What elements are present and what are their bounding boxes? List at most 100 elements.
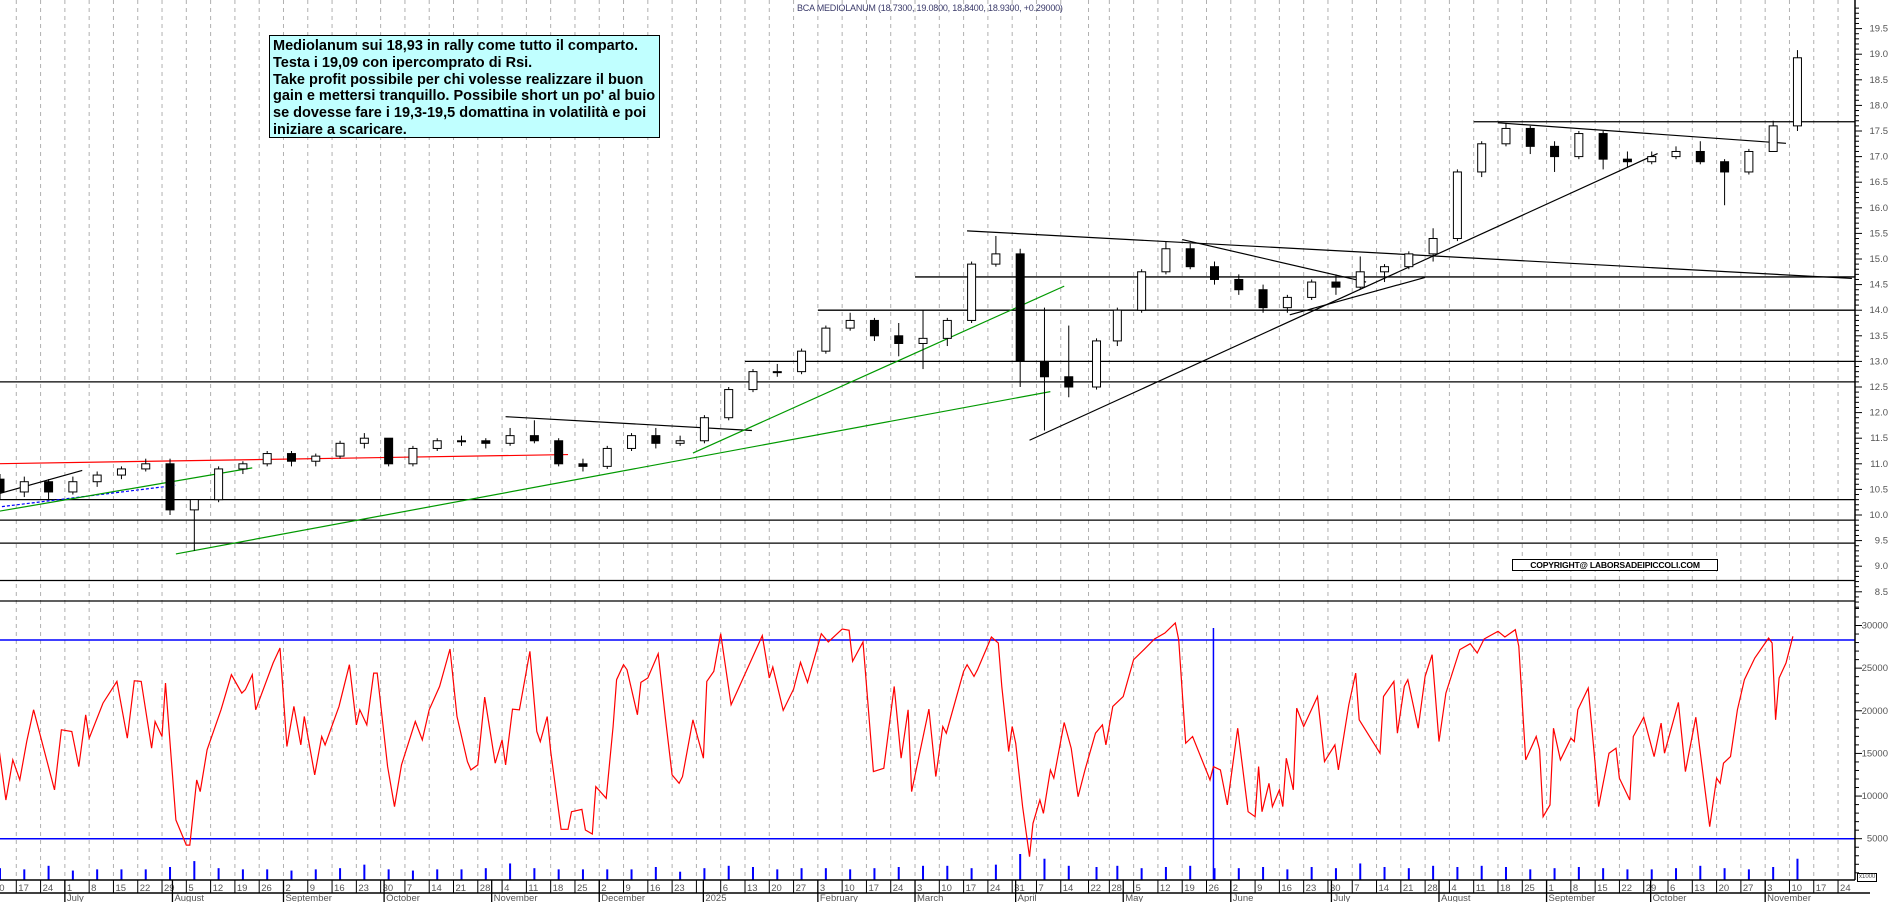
volume-bar	[120, 869, 123, 880]
date-tick-label: 2	[285, 883, 290, 894]
candle-body	[1137, 271, 1147, 311]
candle-body	[408, 447, 418, 465]
volume-bar	[71, 870, 74, 880]
date-tick-label: 16	[334, 883, 345, 894]
date-tick-label: 5	[1136, 883, 1141, 894]
candle-body	[1380, 266, 1390, 273]
month-label: August	[174, 893, 204, 902]
volume-bar	[460, 869, 463, 880]
date-tick-label: 24	[893, 883, 904, 894]
date-tick-label: 9	[1257, 883, 1262, 894]
candle-body	[1574, 133, 1584, 158]
volume-bar	[1213, 868, 1216, 880]
candle-body	[1039, 360, 1049, 378]
date-tick-label: 16	[1281, 883, 1292, 894]
price-tick-label: 16.0	[1870, 203, 1889, 214]
price-tick-label: 18.0	[1870, 100, 1889, 111]
candle-body	[1622, 158, 1632, 163]
candle-body	[1768, 125, 1778, 152]
volume-bar	[1723, 868, 1726, 880]
price-tick-label: 12.0	[1870, 408, 1889, 419]
price-tick-label: 19.5	[1870, 24, 1889, 35]
date-tick-label: 7	[1038, 883, 1043, 894]
trendline	[1497, 122, 1787, 144]
candle-body	[432, 440, 442, 449]
note-line: Take profit possibile per chi volesse re…	[273, 71, 644, 88]
candle-body	[19, 481, 29, 493]
price-tick-label: 9.5	[1875, 536, 1888, 547]
date-tick-label: 13	[747, 883, 758, 894]
candle-body	[1092, 340, 1102, 388]
oscillator-tick-label: 30000	[1862, 621, 1888, 632]
date-tick-label: 22	[1621, 883, 1632, 894]
candle-body	[1015, 253, 1025, 362]
date-tick-label: 15	[115, 883, 126, 894]
price-tick-label: 8.5	[1875, 587, 1888, 598]
trendline	[1182, 238, 1367, 283]
volume-bar	[1675, 868, 1678, 880]
date-tick-label: 20	[1719, 883, 1730, 894]
date-tick-label: 7	[1354, 883, 1359, 894]
candle-body	[1112, 309, 1122, 342]
date-tick-label: 21	[1403, 883, 1414, 894]
candle-body	[554, 440, 564, 465]
candle-body	[214, 468, 224, 501]
date-tick-label: 27	[1743, 883, 1754, 894]
date-tick-label: 18	[1500, 883, 1511, 894]
price-tick-label: 15.5	[1870, 228, 1889, 239]
volume-bar	[1067, 865, 1070, 880]
volume-bar	[1043, 858, 1046, 880]
month-label: October	[1653, 893, 1687, 902]
date-tick-label: 8	[1573, 883, 1578, 894]
note-line: gain e mettersi tranquillo. Possibile sh…	[273, 88, 656, 105]
date-tick-label: 10	[844, 883, 855, 894]
month-label: September	[1549, 893, 1595, 902]
date-tick-label: 1	[1549, 883, 1554, 894]
volume-bar	[654, 867, 657, 880]
note-line: se dovesse fare i 19,3-19,5 domattina in…	[273, 105, 647, 122]
volume-bar	[994, 864, 997, 880]
candle-body	[1210, 266, 1219, 280]
date-tick-label: 6	[1670, 883, 1675, 894]
volume-bar	[1310, 867, 1313, 880]
volume-bar	[509, 863, 512, 880]
date-tick-label: 11	[1476, 883, 1486, 894]
oscillator-tick-label: 5000	[1867, 834, 1888, 845]
volume-bar	[96, 869, 99, 880]
candle-body	[651, 435, 661, 444]
candle-body	[1550, 145, 1560, 158]
date-tick-label: 23	[1306, 883, 1317, 894]
candle-body	[578, 463, 588, 467]
volume-bar	[1164, 867, 1167, 880]
volume-bar	[751, 867, 754, 880]
volume-bar	[144, 869, 147, 880]
date-tick-label: 6	[723, 883, 728, 894]
oscillator-tick-label: 10000	[1862, 791, 1888, 802]
trendline	[1029, 152, 1658, 441]
candle-body	[311, 455, 321, 462]
date-tick-label: 7	[407, 883, 412, 894]
candle-body	[1647, 156, 1657, 163]
volume-bar	[873, 868, 876, 880]
candle-body	[724, 389, 734, 419]
volume-bar	[1432, 865, 1435, 880]
date-tick-label: 28	[1427, 883, 1438, 894]
candle-body	[918, 337, 928, 344]
volume-bar	[387, 869, 390, 880]
date-tick-label: 17	[966, 883, 977, 894]
date-tick-label: 2	[1233, 883, 1238, 894]
trendline	[0, 453, 569, 465]
oscillator-line	[0, 621, 1794, 857]
date-tick-label: 10	[1791, 883, 1802, 894]
trendline	[505, 416, 752, 432]
volume-bar	[339, 868, 342, 880]
price-tick-label: 17.5	[1870, 126, 1889, 137]
trendline	[692, 285, 1065, 454]
candle-body	[505, 435, 515, 444]
date-tick-label: 23	[674, 883, 685, 894]
date-tick-label: 26	[261, 883, 272, 894]
volume-bar	[1456, 867, 1459, 880]
volume-bar	[1286, 869, 1289, 880]
volume-bar	[1577, 867, 1580, 880]
candle-body	[335, 442, 345, 457]
